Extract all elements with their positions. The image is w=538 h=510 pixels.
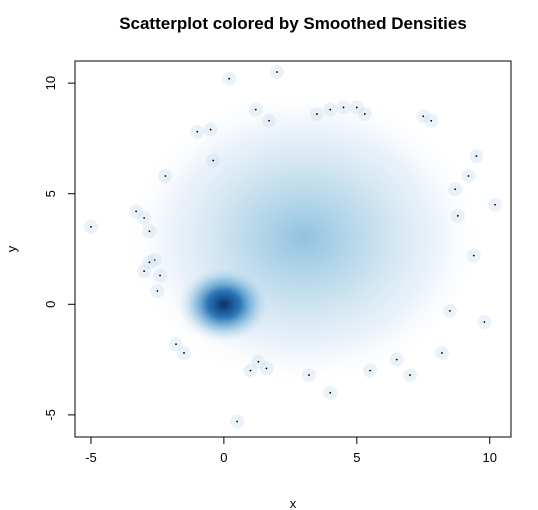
data-point: [369, 369, 371, 372]
x-axis: -5 0 5 10: [85, 436, 497, 465]
data-point: [249, 369, 252, 372]
data-point: [268, 119, 270, 122]
y-axis-label: y: [4, 245, 19, 252]
y-tick-label: 10: [43, 76, 58, 90]
y-tick-label: -5: [43, 409, 58, 421]
outlier-points-layer: [83, 65, 503, 429]
data-point: [475, 155, 478, 158]
data-point: [265, 367, 268, 370]
data-point: [159, 274, 161, 277]
data-point: [363, 113, 366, 115]
data-point: [156, 290, 159, 292]
x-tick-label: -5: [85, 450, 97, 465]
data-point: [183, 352, 185, 354]
data-point: [257, 360, 260, 363]
data-point: [212, 159, 215, 162]
y-tick-label: 0: [43, 301, 58, 308]
density-layer: [128, 91, 480, 384]
y-tick-label: 5: [43, 190, 58, 197]
data-point: [164, 175, 167, 177]
chart-title: Scatterplot colored by Smoothed Densitie…: [119, 14, 467, 33]
data-point: [148, 261, 151, 264]
data-point: [228, 77, 231, 80]
data-point: [329, 391, 332, 394]
data-point: [236, 420, 239, 423]
x-tick-label: 10: [482, 450, 496, 465]
data-point: [422, 115, 425, 118]
x-tick-label: 0: [220, 450, 227, 465]
data-point: [209, 128, 212, 131]
data-point: [153, 259, 156, 261]
data-point: [254, 108, 257, 111]
data-point: [430, 119, 433, 122]
data-point: [276, 71, 278, 73]
x-tick-label: 5: [353, 450, 360, 465]
x-axis-label: x: [290, 496, 297, 510]
data-point: [342, 106, 345, 109]
data-point: [196, 130, 199, 133]
data-point: [355, 106, 358, 109]
data-point: [143, 217, 146, 219]
data-point: [494, 203, 496, 206]
y-axis: -5 0 5 10: [43, 76, 76, 421]
data-point: [483, 321, 486, 323]
data-point: [440, 352, 443, 354]
data-point: [175, 343, 177, 346]
data-point: [467, 175, 470, 177]
data-point: [143, 270, 146, 273]
data-point: [448, 310, 451, 312]
data-point: [135, 210, 138, 213]
data-point: [329, 108, 332, 111]
data-point: [90, 225, 92, 228]
data-point: [472, 254, 475, 257]
data-point: [148, 230, 151, 233]
data-point: [308, 374, 310, 376]
data-point: [454, 188, 457, 191]
data-point: [395, 358, 398, 361]
data-point: [316, 113, 318, 115]
data-point: [409, 374, 411, 376]
data-point: [456, 214, 459, 217]
density-cluster: [177, 265, 271, 344]
